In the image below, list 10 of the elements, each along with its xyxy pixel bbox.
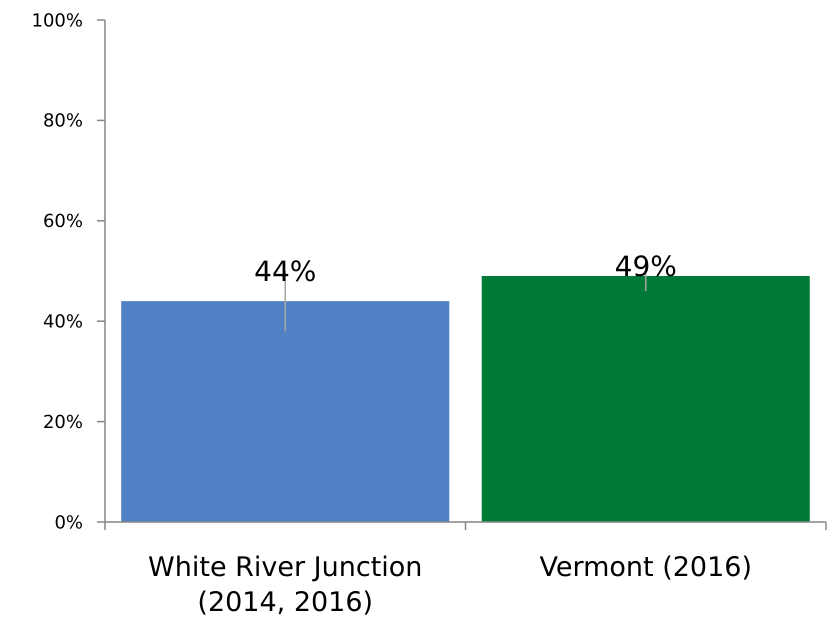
y-tick-label: 20% [42, 412, 83, 433]
y-tick-label: 0% [54, 512, 83, 534]
data-label: 44% [254, 255, 316, 288]
y-tick-label: 60% [42, 211, 83, 232]
y-tick-label: 100% [32, 10, 83, 32]
x-tick-label: Vermont (2016) [540, 552, 752, 583]
y-tick-label: 80% [42, 110, 83, 132]
x-tick-label: White River Junction (2014, 2016) [148, 552, 422, 618]
y-tick-label: 40% [42, 312, 83, 332]
data-label: 49% [614, 250, 677, 283]
